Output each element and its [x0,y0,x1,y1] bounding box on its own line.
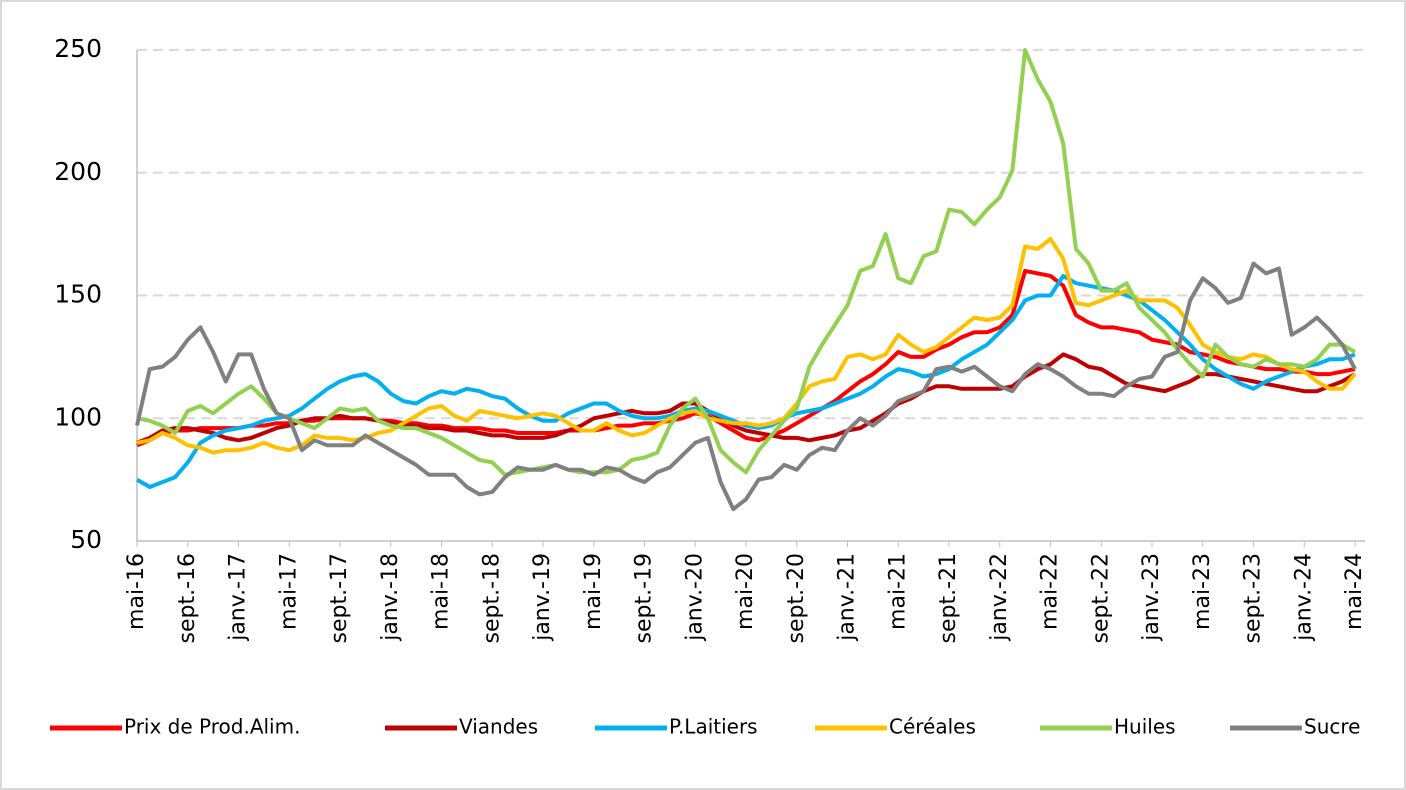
x-tick-label: sept.-22 [1088,553,1113,644]
legend-label: Viandes [459,715,538,739]
legend-label: Sucre [1304,715,1360,739]
x-tick-label: sept.-23 [1241,553,1266,644]
legend-label: P.Laitiers [669,715,758,739]
y-tick-label: 200 [54,157,102,186]
x-tick-label: mai-22 [1038,553,1063,630]
legend-item: Sucre [1230,715,1360,739]
x-tick-label: janv.-17 [226,553,251,642]
series-line [135,273,1356,489]
legend-label: Céréales [889,715,976,739]
legend-item: Céréales [815,715,976,739]
x-tick-label: mai-21 [885,553,910,630]
x-tick-label: sept.-17 [327,553,352,644]
series-line [136,352,1356,445]
x-tick-label: mai-17 [276,553,301,630]
series-line [136,268,1356,448]
x-tick-label: janv.-18 [378,553,403,642]
x-tick-label: sept.-19 [632,553,657,644]
y-tick-label: 250 [54,34,102,63]
y-tick-label: 150 [54,280,102,309]
x-tick-label: janv.-19 [530,553,555,642]
y-tick-label: 100 [54,402,102,431]
y-tick-label: 50 [70,525,102,554]
x-tick-label: sept.-18 [479,553,504,644]
x-tick-label: mai-24 [1342,553,1367,630]
x-tick-label: mai-16 [124,553,149,630]
legend-item: Huiles [1040,715,1176,739]
x-tick-label: janv.-21 [835,553,860,642]
legend-item: Prix de Prod.Alim. [50,715,300,739]
series-line [136,237,1357,455]
x-tick-label: janv.-20 [682,553,707,642]
x-tick-label: mai-23 [1190,553,1215,630]
series-line [136,48,1357,477]
x-tick-label: sept.-21 [936,553,961,644]
x-tick-label: janv.-23 [1139,553,1164,642]
x-tick-label: sept.-20 [784,553,809,644]
x-tick-label: mai-18 [429,553,454,630]
x-tick-label: janv.-24 [1291,553,1316,642]
x-tick-label: janv.-22 [987,553,1012,642]
legend-label: Huiles [1114,715,1176,739]
x-tick-label: mai-19 [581,553,606,630]
legend-item: P.Laitiers [595,715,758,739]
x-tick-label: mai-20 [733,553,758,630]
series-line [135,261,1357,512]
legend-label: Prix de Prod.Alim. [124,715,300,739]
legend-item: Viandes [385,715,538,739]
x-tick-label: sept.-16 [175,553,200,644]
